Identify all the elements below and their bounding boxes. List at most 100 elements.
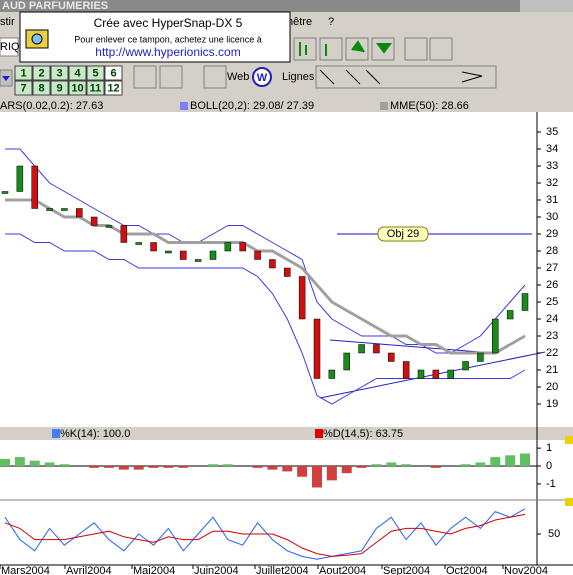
candle (209, 250, 217, 260)
indicator-label: %D(14,5): 63.75 (323, 428, 403, 440)
candle (358, 344, 365, 354)
candle (165, 250, 172, 254)
candle (180, 250, 187, 260)
histogram-bar (118, 466, 129, 470)
window-buttons[interactable] (520, 0, 573, 12)
y-tick-label: 26 (546, 279, 558, 291)
menu-item[interactable]: stir (0, 16, 15, 28)
candle (373, 344, 380, 354)
histogram-bar (14, 457, 25, 467)
candle (254, 250, 261, 260)
stochastic-line (4, 513, 526, 557)
y-tick-label: 0 (546, 460, 552, 472)
symbol-box[interactable] (0, 37, 19, 57)
indicator-label: BOLL(20,2): 29.08/ 27.39 (190, 100, 314, 112)
candle (120, 225, 128, 243)
annotation-label: Obj 29 (387, 228, 419, 240)
stamp-line: Crée avec HyperSnap-DX 5 (94, 16, 243, 30)
period-button[interactable] (68, 65, 87, 81)
candle (16, 165, 24, 192)
y-tick-label: 30 (546, 211, 558, 223)
stamp-line: Pour enlever ce tampon, achetez une lice… (74, 34, 262, 44)
histogram-bar (475, 462, 486, 467)
legend-swatch (380, 102, 388, 110)
menu-item[interactable]: ? (328, 16, 334, 28)
legend-swatch (180, 102, 188, 110)
period-label: 11 (90, 82, 102, 94)
candle (506, 310, 514, 320)
period-label: 5 (92, 67, 98, 79)
period-button[interactable] (50, 65, 69, 81)
panel-marker (565, 498, 573, 506)
candle (31, 165, 38, 209)
period-button[interactable] (50, 80, 69, 96)
legend-swatch (315, 429, 323, 438)
candle (417, 369, 425, 379)
x-tick-label: Nov2004 (504, 565, 548, 575)
candle (239, 242, 246, 252)
candle (150, 242, 157, 252)
indicator-line (5, 233, 526, 405)
histogram-bar (490, 457, 501, 467)
y-tick-label: 25 (546, 296, 558, 308)
period-button[interactable] (32, 80, 51, 96)
x-tick-label: Avril2004 (66, 565, 112, 575)
candle (432, 369, 440, 379)
period-button[interactable] (32, 65, 51, 81)
period-button[interactable] (104, 80, 123, 96)
candle (1, 191, 9, 194)
histogram-bar (59, 464, 70, 467)
period-label: 1 (20, 67, 26, 79)
candle (135, 242, 142, 245)
y-tick-label: -1 (546, 478, 556, 490)
period-label: 3 (56, 67, 62, 79)
histogram-bar (29, 460, 40, 467)
period-button[interactable] (14, 65, 33, 81)
panel-marker (565, 436, 573, 444)
candle (105, 225, 113, 228)
period-button[interactable] (68, 80, 87, 96)
histogram-bar (163, 466, 174, 468)
period-button[interactable] (104, 65, 123, 81)
x-tick-label: Oct2004 (446, 565, 488, 575)
period-button[interactable] (86, 65, 105, 81)
histogram-bar (460, 464, 471, 467)
histogram-bar (371, 464, 382, 467)
w-button[interactable]: W (257, 72, 268, 84)
candle (388, 352, 395, 362)
stamp-link[interactable]: http://www.hyperionics.com (95, 45, 240, 59)
period-button[interactable] (86, 80, 105, 96)
x-tick-label: Sept2004 (383, 565, 430, 575)
annotation-box (377, 226, 429, 242)
candle (224, 242, 232, 252)
histogram-bar (505, 455, 516, 467)
histogram-bar (148, 466, 159, 468)
y-tick-label: 34 (546, 143, 558, 155)
x-tick-label: Mai2004 (133, 565, 175, 575)
y-tick-label: 28 (546, 245, 558, 257)
web-button[interactable]: Web (227, 71, 249, 83)
toolbar-icons (0, 37, 497, 89)
candle (462, 361, 469, 371)
y-tick-label: 35 (546, 126, 558, 138)
candle (90, 216, 98, 226)
period-label: 9 (56, 82, 62, 94)
candle (492, 318, 499, 354)
y-tick-label: 20 (546, 381, 558, 393)
histogram-bar (104, 466, 114, 468)
period-label: 2 (38, 67, 44, 79)
candle (61, 208, 68, 211)
menu-item[interactable]: nêtre (287, 16, 312, 28)
indicator-label: ARS(0.02,0.2): 27.63 (0, 100, 103, 112)
histogram-bar (341, 466, 352, 474)
histogram-bar (282, 466, 293, 472)
candle (284, 267, 291, 277)
histogram-bar (297, 466, 308, 477)
candle (328, 369, 336, 379)
candle (521, 293, 529, 311)
period-button[interactable] (14, 80, 33, 96)
y-tick-label: 32 (546, 177, 558, 189)
histogram-bar (89, 466, 100, 468)
candle (343, 352, 350, 371)
x-tick-label: Juillet2004 (256, 565, 309, 575)
